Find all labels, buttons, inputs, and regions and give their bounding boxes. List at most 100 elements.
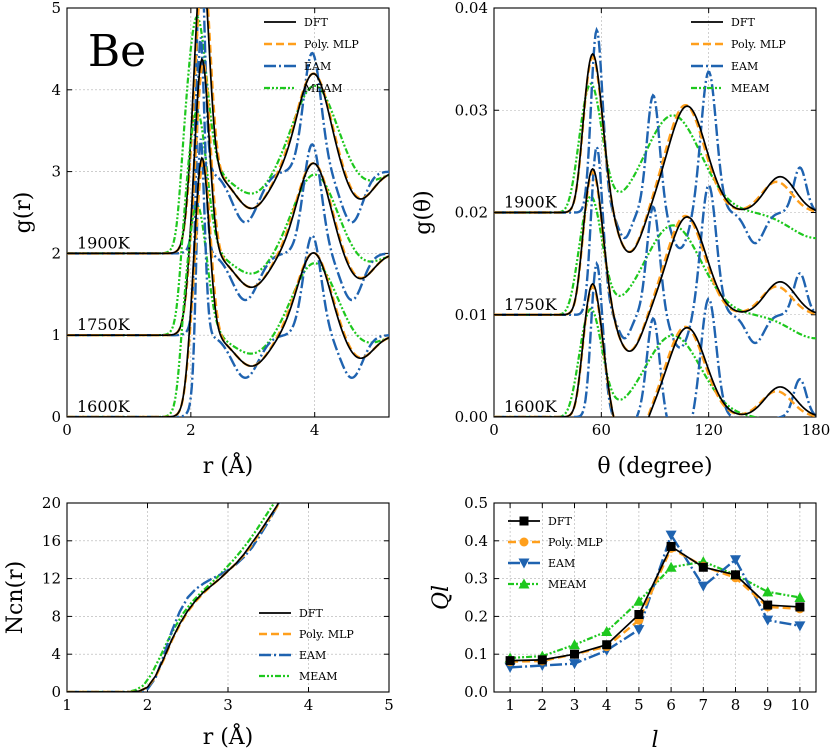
- marker-triangle-up: [633, 595, 645, 606]
- marker-circle: [519, 537, 529, 547]
- x-tick-label: 4: [310, 421, 320, 439]
- y-tick-label: 0.04: [455, 0, 488, 17]
- marker-triangle-up: [601, 626, 613, 637]
- y-tick-label: 0.0: [464, 683, 488, 701]
- marker-square: [570, 649, 579, 659]
- x-tick-label: 1: [505, 696, 515, 714]
- x-tick-label: 2: [143, 696, 153, 714]
- x-tick-label: 60: [592, 421, 611, 439]
- x-axis-label: l: [651, 728, 658, 753]
- y-tick-label: 0.00: [455, 408, 488, 426]
- series-line-eam: [67, 503, 281, 692]
- series-line-dft-1600K: [67, 156, 389, 417]
- series-line-meam-1750K: [67, 109, 389, 337]
- marker-triangle-down: [504, 662, 516, 673]
- legend-label: Poly. MLP: [548, 536, 603, 549]
- marker-square: [602, 640, 612, 650]
- x-tick-label: 7: [699, 696, 709, 714]
- x-tick-label: 3: [570, 696, 580, 714]
- x-tick-label: 120: [694, 421, 723, 439]
- y-tick-label: 0.2: [464, 607, 488, 625]
- series-line-poly-mlp: [67, 503, 281, 692]
- temperature-label: 1600K: [77, 397, 131, 416]
- marker-square: [634, 610, 644, 620]
- legend-label: EAM: [304, 60, 331, 73]
- marker-triangle-up: [762, 586, 774, 597]
- rdf-frame: [66, 7, 390, 418]
- y-tick-label: 0.02: [455, 204, 488, 222]
- y-tick-label: 0.1: [464, 645, 488, 663]
- marker-square: [666, 541, 676, 551]
- legend-label: MEAM: [731, 82, 770, 95]
- series-line-meam-1600K: [67, 203, 389, 417]
- y-tick-label: 4: [51, 81, 61, 99]
- temperature-label: 1900K: [77, 233, 131, 252]
- marker-triangle-up: [665, 561, 677, 572]
- marker-square: [698, 562, 708, 572]
- x-axis-label: r (Å): [203, 451, 254, 479]
- temperature-label: 1900K: [504, 193, 558, 212]
- figure-label: Be: [88, 26, 146, 77]
- legend-label: Poly. MLP: [304, 38, 359, 51]
- bond_order-frame: [493, 502, 817, 693]
- legend-label: EAM: [299, 649, 326, 662]
- rdf-curves: [67, 8, 389, 417]
- legend-label: MEAM: [304, 82, 343, 95]
- series-line-dft-1750K: [67, 57, 389, 337]
- coordination-frame: [66, 502, 390, 693]
- series-line-dft-1600K: [494, 282, 816, 417]
- x-tick-label: 2: [186, 421, 196, 439]
- y-tick-label: 0.4: [464, 532, 488, 550]
- x-tick-label: 3: [223, 696, 233, 714]
- legend-label: MEAM: [299, 670, 338, 683]
- x-tick-label: 2: [538, 696, 548, 714]
- y-tick-label: 0: [51, 408, 61, 426]
- x-tick-label: 180: [802, 421, 831, 439]
- legend-label: EAM: [731, 60, 758, 73]
- x-tick-label: 6: [666, 696, 676, 714]
- x-axis-label: r (Å): [203, 722, 254, 750]
- y-tick-label: 0.5: [464, 494, 488, 512]
- x-tick-label: 0: [489, 421, 499, 439]
- series-line-dft: [67, 503, 280, 692]
- x-tick-label: 4: [602, 696, 612, 714]
- series-line-eam-1750K: [494, 143, 816, 349]
- marker-square: [763, 600, 773, 610]
- y-tick-label: 0: [51, 683, 61, 701]
- x-tick-label: 5: [634, 696, 644, 714]
- x-tick-label: 8: [731, 696, 741, 714]
- legend-label: DFT: [304, 16, 328, 29]
- adf-axes: 0 60 120 180 0.00 0.01 0.02 0.03 0.04: [455, 0, 831, 439]
- legend-label: Poly. MLP: [731, 38, 786, 51]
- legend-label: DFT: [731, 16, 755, 29]
- marker-square: [537, 655, 547, 665]
- legend-label: DFT: [299, 607, 323, 620]
- marker-triangle-down: [633, 625, 645, 636]
- series-line-eam-1900K: [494, 26, 816, 250]
- marker-square: [505, 656, 515, 666]
- y-tick-label: 20: [42, 494, 61, 512]
- series-line-meam-1600K: [494, 307, 760, 417]
- temperature-label: 1750K: [504, 295, 558, 314]
- y-axis-label: g(θ): [411, 190, 436, 235]
- series-line-poly-mlp-1750K: [67, 61, 389, 337]
- marker-square: [519, 516, 529, 526]
- series-line-eam-1600K: [67, 138, 389, 417]
- legend: DFT Poly. MLP EAM MEAM: [691, 16, 786, 95]
- y-tick-label: 3: [51, 163, 61, 181]
- series-line-poly-mlp-1600K: [494, 284, 816, 417]
- y-axis-label: g(r): [11, 192, 36, 234]
- y-tick-label: 5: [51, 0, 61, 17]
- series-line-eam: [510, 532, 801, 669]
- x-tick-label: 0: [62, 421, 72, 439]
- marker-triangle-down: [518, 558, 530, 569]
- marker-square: [795, 602, 805, 612]
- y-tick-label: 2: [51, 244, 61, 262]
- legend-label: Poly. MLP: [299, 628, 354, 641]
- marker-triangle-down: [762, 615, 774, 626]
- legend: DFT Poly. MLP EAM MEAM: [264, 16, 359, 95]
- y-tick-label: 0.3: [464, 570, 488, 588]
- series-line-meam: [67, 503, 276, 692]
- legend: DFT Poly. MLP EAM MEAM: [259, 607, 354, 683]
